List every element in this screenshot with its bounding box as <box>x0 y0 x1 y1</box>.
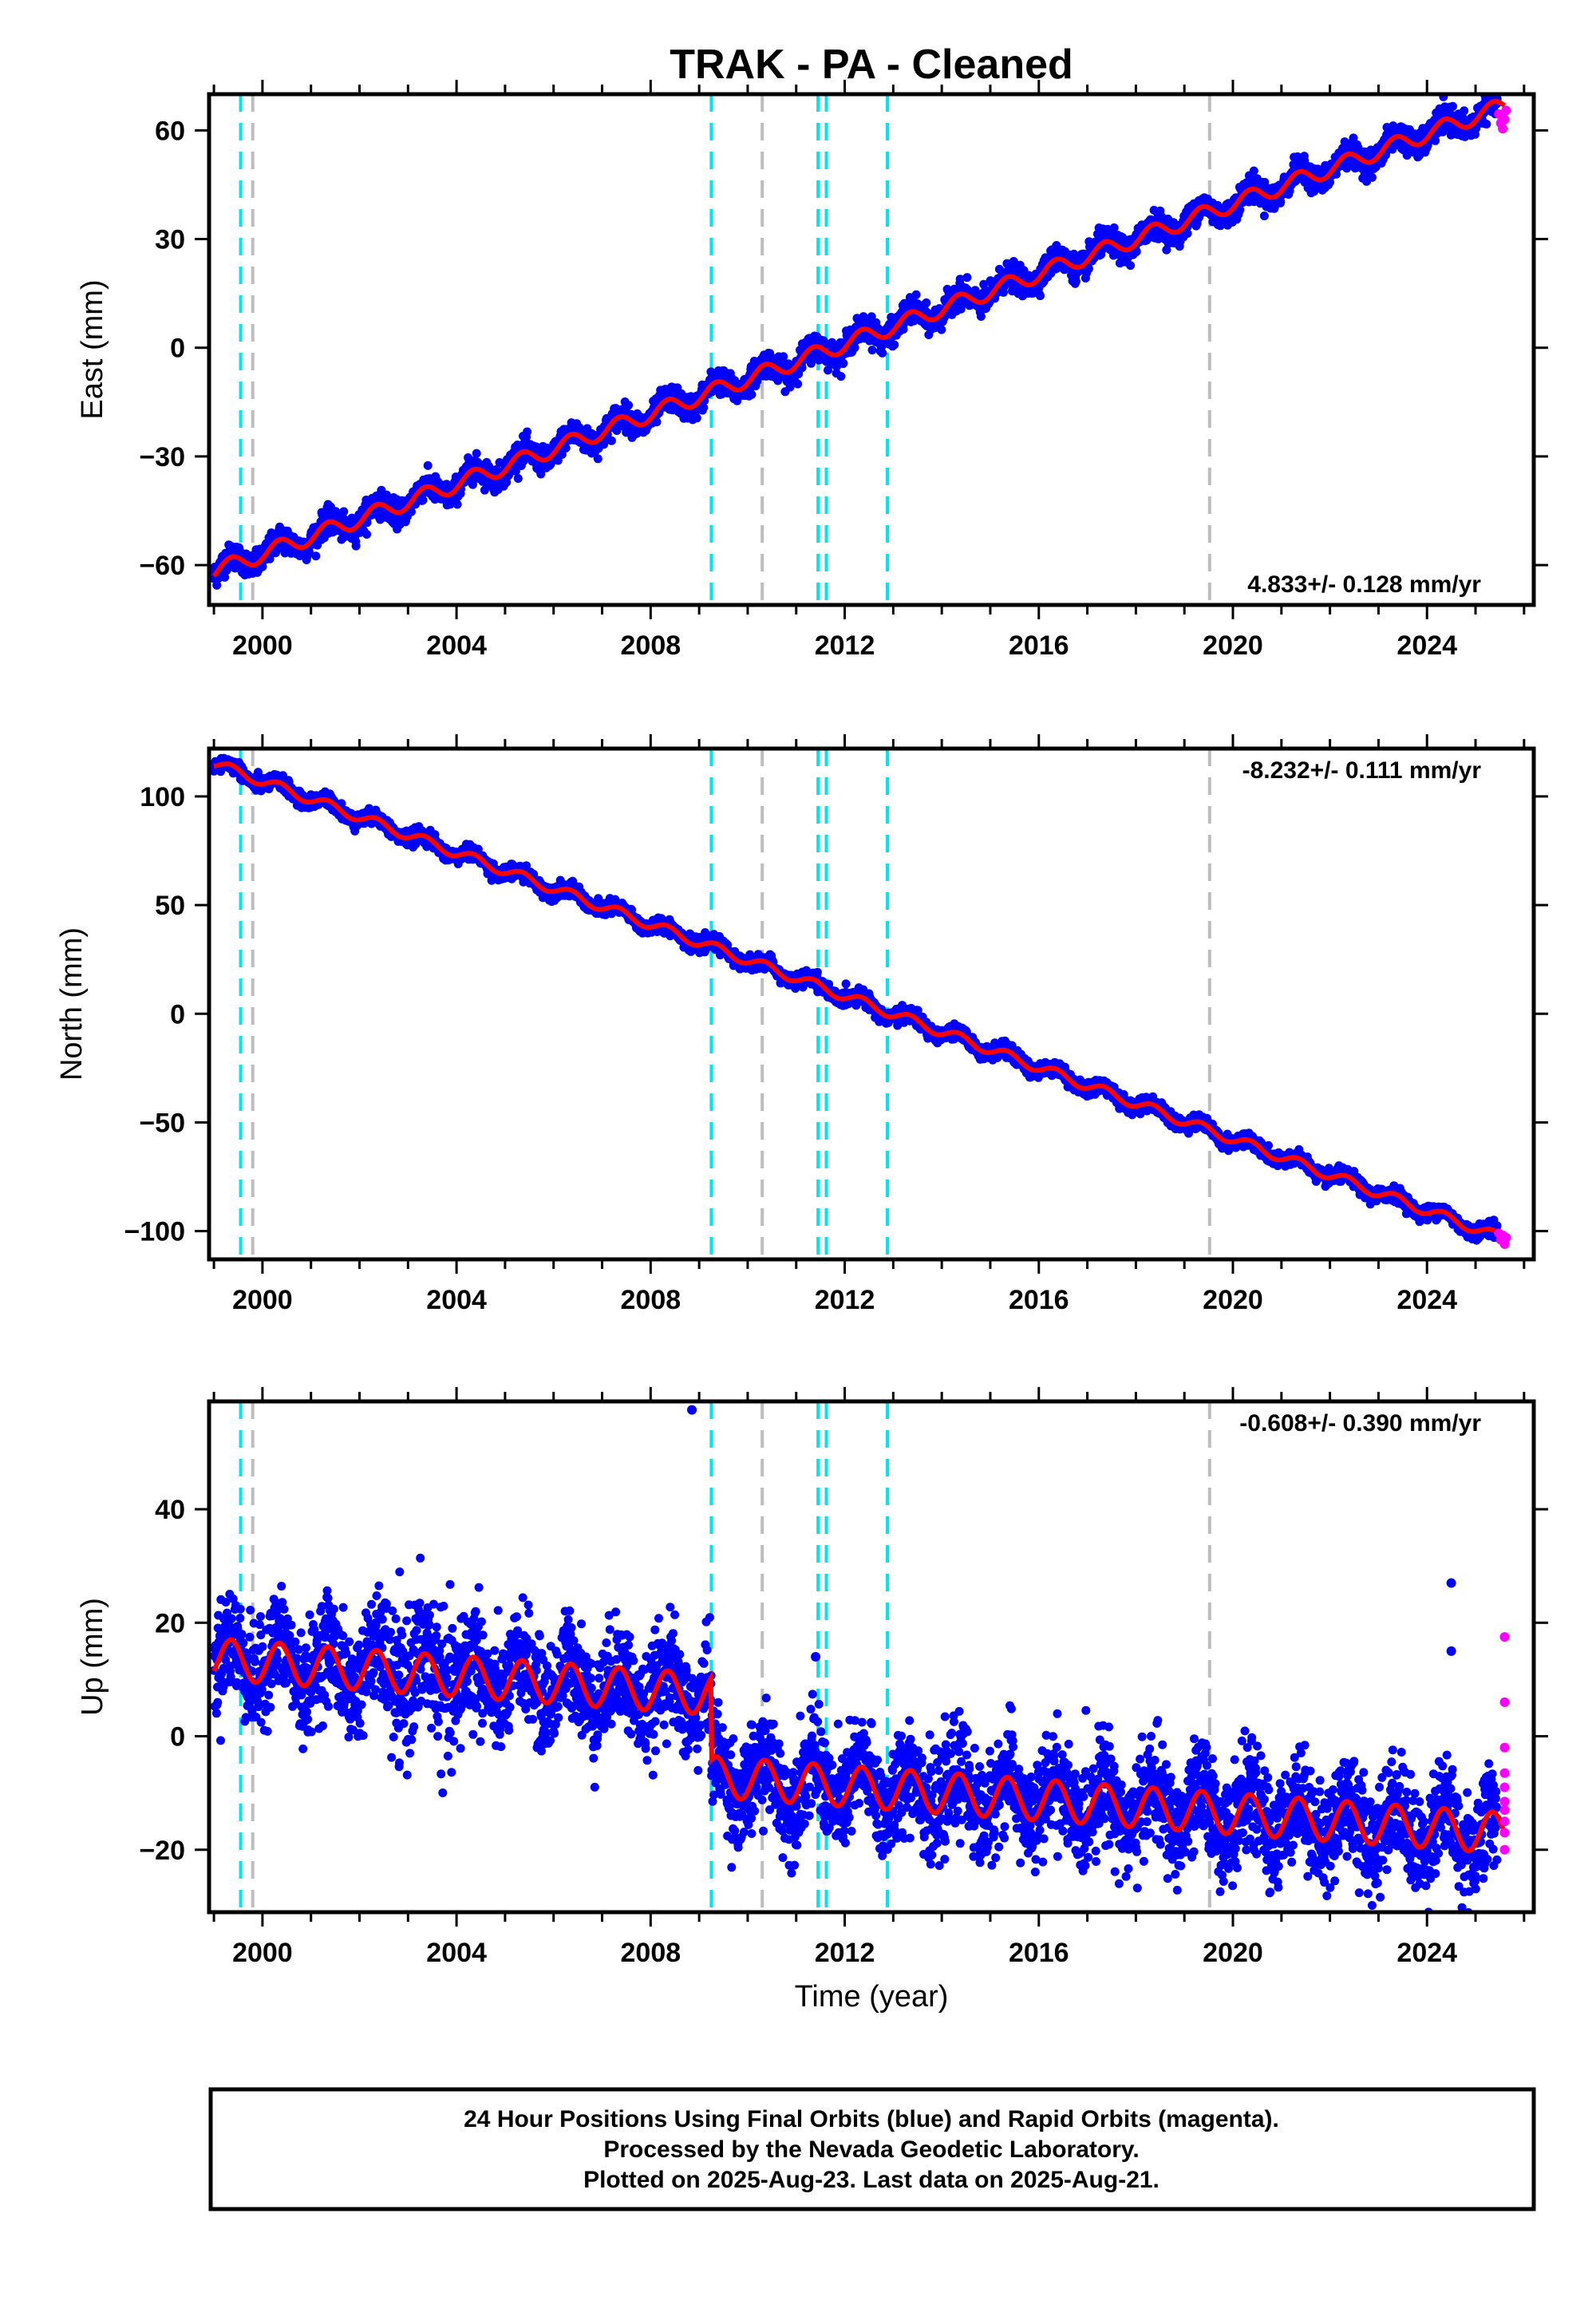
north-panel: 2000 2004 2008 2012 2016 2020 2024−100−5005010… <box>55 734 1548 1315</box>
east-panel: 2000 2004 2008 2012 2016 2020 2024−60−3003060 … <box>76 76 1548 661</box>
final-point <box>468 480 477 489</box>
final-point <box>692 413 701 423</box>
x-tick-label: 2008 <box>621 630 681 661</box>
final-point <box>406 507 416 516</box>
final-point <box>867 346 877 355</box>
final-point <box>836 372 846 381</box>
final-point <box>922 298 931 307</box>
final-point <box>850 343 859 353</box>
final-point <box>612 426 622 435</box>
final-point <box>1491 84 1500 93</box>
final-point <box>502 477 512 487</box>
final-point <box>785 382 795 392</box>
x-tick-label: 2016 <box>1009 630 1069 661</box>
final-point <box>955 275 965 284</box>
final-point <box>513 474 523 483</box>
final-point <box>1249 166 1258 176</box>
final-point <box>1071 277 1080 286</box>
final-point <box>1036 291 1045 301</box>
final-point <box>976 312 986 321</box>
rapid-point <box>1501 105 1511 116</box>
final-point <box>212 580 222 590</box>
x-tick-label: 2004 <box>426 630 487 661</box>
final-point <box>1482 120 1491 128</box>
north-final-points <box>209 753 1502 1245</box>
final-point <box>472 449 481 458</box>
final-point <box>962 273 972 283</box>
final-point <box>937 325 946 334</box>
final-point <box>381 490 391 500</box>
rapid-point <box>1498 124 1508 134</box>
rapid-point <box>1499 114 1510 124</box>
final-point <box>1126 261 1136 271</box>
final-point <box>258 562 267 571</box>
final-point <box>1084 264 1093 274</box>
final-point <box>753 377 762 385</box>
final-point <box>1367 172 1377 182</box>
y-tick-label: 60 <box>155 116 185 146</box>
final-point <box>452 500 462 509</box>
east-y-axis-label: East (mm) <box>76 279 109 419</box>
final-point <box>1448 101 1457 111</box>
y-tick-label: 0 <box>170 334 185 364</box>
x-tick-label: 2012 <box>815 630 875 661</box>
y-tick-label: −30 <box>139 442 185 472</box>
final-point <box>536 469 546 479</box>
final-point <box>304 547 314 556</box>
final-point <box>797 363 807 373</box>
final-point <box>593 454 602 464</box>
x-tick-label: 2020 <box>1203 630 1263 661</box>
final-point <box>423 460 433 470</box>
east-rate-label: 4.833+/- 0.128 mm/yr <box>1247 571 1481 598</box>
final-point <box>1259 211 1269 220</box>
final-point <box>1460 106 1469 116</box>
final-point <box>339 507 349 516</box>
final-point <box>351 541 361 551</box>
final-point <box>1276 197 1286 207</box>
final-point <box>747 389 757 399</box>
final-point <box>911 290 921 299</box>
final-point <box>890 340 899 350</box>
final-point <box>779 352 788 362</box>
final-point <box>699 403 709 413</box>
final-point <box>1431 136 1440 145</box>
final-point <box>523 427 532 437</box>
final-point <box>878 348 887 358</box>
final-point <box>793 379 803 389</box>
final-point <box>561 443 571 453</box>
final-point <box>220 572 230 582</box>
final-point <box>839 358 848 368</box>
final-point <box>1183 229 1192 238</box>
x-tick-label: 2000 <box>232 630 293 661</box>
final-point <box>311 551 321 561</box>
final-point <box>418 496 428 505</box>
final-point <box>652 417 662 427</box>
final-point <box>511 466 520 476</box>
y-tick-label: 30 <box>155 225 185 255</box>
final-point <box>1489 76 1498 85</box>
final-point <box>362 530 372 539</box>
x-tick-label: 2024 <box>1396 630 1457 661</box>
final-point <box>624 401 634 410</box>
final-point <box>806 358 816 368</box>
chart-title: TRAK - PA - Cleaned <box>670 41 1073 88</box>
y-tick-label: −60 <box>139 551 185 581</box>
final-point <box>606 436 616 445</box>
